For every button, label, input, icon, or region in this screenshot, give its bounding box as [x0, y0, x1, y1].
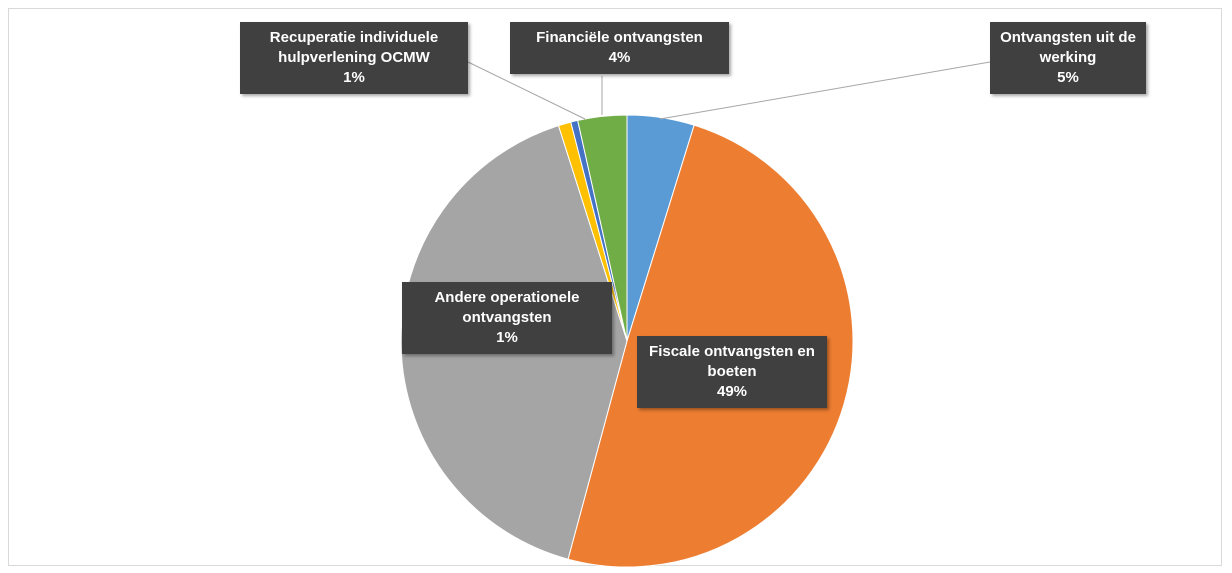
pie-slice [577, 114, 628, 342]
label-value: 5% [1057, 69, 1079, 86]
label-name: Ontvangsten uit de werking [1000, 29, 1136, 66]
label-name: Recuperatie individuele hulpverlening OC… [269, 29, 439, 66]
label-name: Fiscale ontvangsten en boeten [649, 343, 815, 380]
label-value: 1% [343, 69, 365, 86]
data-label: Andere operationele ontvangsten 1% [402, 282, 612, 354]
label-name: Andere operationele ontvangsten [434, 289, 580, 326]
label-value: 4% [608, 49, 631, 66]
label-name: Financiële ontvangsten [536, 29, 703, 46]
label-value: 49% [716, 383, 748, 400]
data-label: Financiële ontvangsten 4% [510, 22, 729, 74]
leader-line [659, 61, 991, 120]
label-value: 1% [496, 329, 518, 346]
data-label: Recuperatie individuele hulpverlening OC… [240, 22, 468, 94]
data-label: Fiscale ontvangsten en boeten 49% [637, 336, 827, 408]
data-label: Ontvangsten uit de werking 5% [990, 22, 1146, 94]
leader-line [467, 61, 586, 120]
